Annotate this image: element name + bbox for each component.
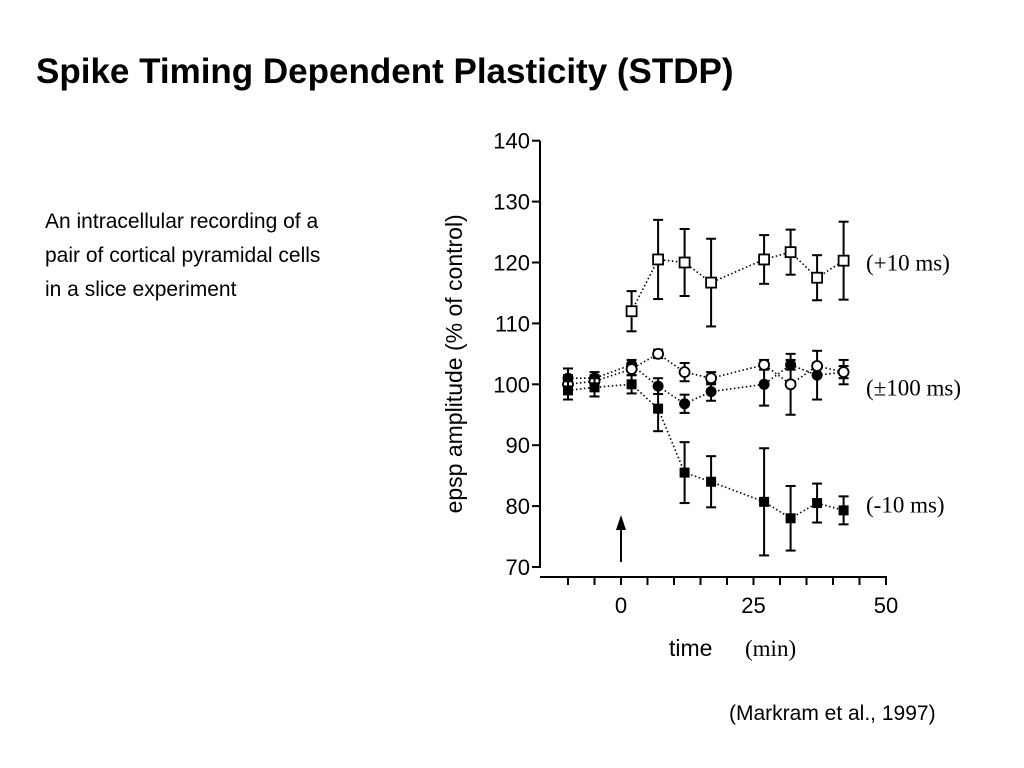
data-point xyxy=(625,305,638,318)
data-point xyxy=(652,347,664,360)
x-tick-label: 50 xyxy=(874,593,898,618)
data-point xyxy=(838,505,849,516)
data-point xyxy=(758,358,770,371)
data-point xyxy=(837,366,850,379)
series-filled-square xyxy=(563,374,849,557)
chart-series xyxy=(562,218,850,557)
y-tick-label: 140 xyxy=(493,129,530,154)
data-point xyxy=(705,276,717,289)
series-connector xyxy=(568,363,844,405)
data-point xyxy=(705,386,717,398)
data-point xyxy=(785,513,796,524)
data-point xyxy=(706,476,717,487)
citation: (Markram et al., 1997) xyxy=(729,702,936,725)
data-point xyxy=(678,366,691,379)
data-point xyxy=(812,498,823,509)
data-point xyxy=(679,467,690,478)
series-filled-circle xyxy=(562,349,850,414)
stimulus-arrow-head xyxy=(616,515,626,530)
chart-series-labels: (+10 ms) (±100 ms) (-10 ms) xyxy=(866,251,961,518)
series-open-square xyxy=(625,218,850,333)
data-point xyxy=(784,246,797,259)
data-point xyxy=(626,379,637,390)
data-point xyxy=(652,253,664,266)
x-tick-label: 0 xyxy=(615,593,627,618)
slide-title: Spike Timing Dependent Plasticity (STDP) xyxy=(36,52,734,91)
data-point xyxy=(758,253,770,266)
data-point xyxy=(811,360,823,372)
series-label: (±100 ms) xyxy=(866,375,961,400)
x-tick-label: 25 xyxy=(741,593,765,618)
data-point xyxy=(678,256,691,269)
y-axis-label: epsp amplitude (% of control) xyxy=(441,214,467,513)
data-point xyxy=(811,271,823,284)
data-point xyxy=(625,363,638,375)
chart-axis-text: 70 80 90 100 110 120 130 140 0 25 50 epsp amplitude… xyxy=(441,129,898,661)
series-label: (-10 ms) xyxy=(866,492,945,517)
x-axis-label: time xyxy=(669,635,712,661)
data-point xyxy=(759,496,770,507)
y-tick-label: 110 xyxy=(495,311,530,336)
y-tick-label: 100 xyxy=(493,372,530,397)
y-tick-label: 120 xyxy=(493,251,530,276)
data-point xyxy=(563,385,573,396)
x-axis-unit: (min) xyxy=(745,636,796,661)
data-point xyxy=(589,382,600,393)
data-point xyxy=(705,372,717,385)
series-open-circle xyxy=(562,347,850,416)
data-point xyxy=(758,378,770,390)
y-tick-label: 70 xyxy=(506,555,530,580)
series-label: (+10 ms) xyxy=(866,251,950,276)
description-text: An intracellular recording of a pair of … xyxy=(45,210,321,301)
data-point xyxy=(679,398,691,410)
data-point xyxy=(811,369,823,381)
series-connector xyxy=(567,383,844,520)
data-point xyxy=(837,254,850,267)
y-tick-label: 80 xyxy=(506,494,530,519)
data-point xyxy=(653,403,664,414)
y-tick-label: 130 xyxy=(493,190,530,215)
data-point xyxy=(784,378,797,391)
y-tick-label: 90 xyxy=(506,433,530,458)
chart-axes xyxy=(532,139,887,585)
